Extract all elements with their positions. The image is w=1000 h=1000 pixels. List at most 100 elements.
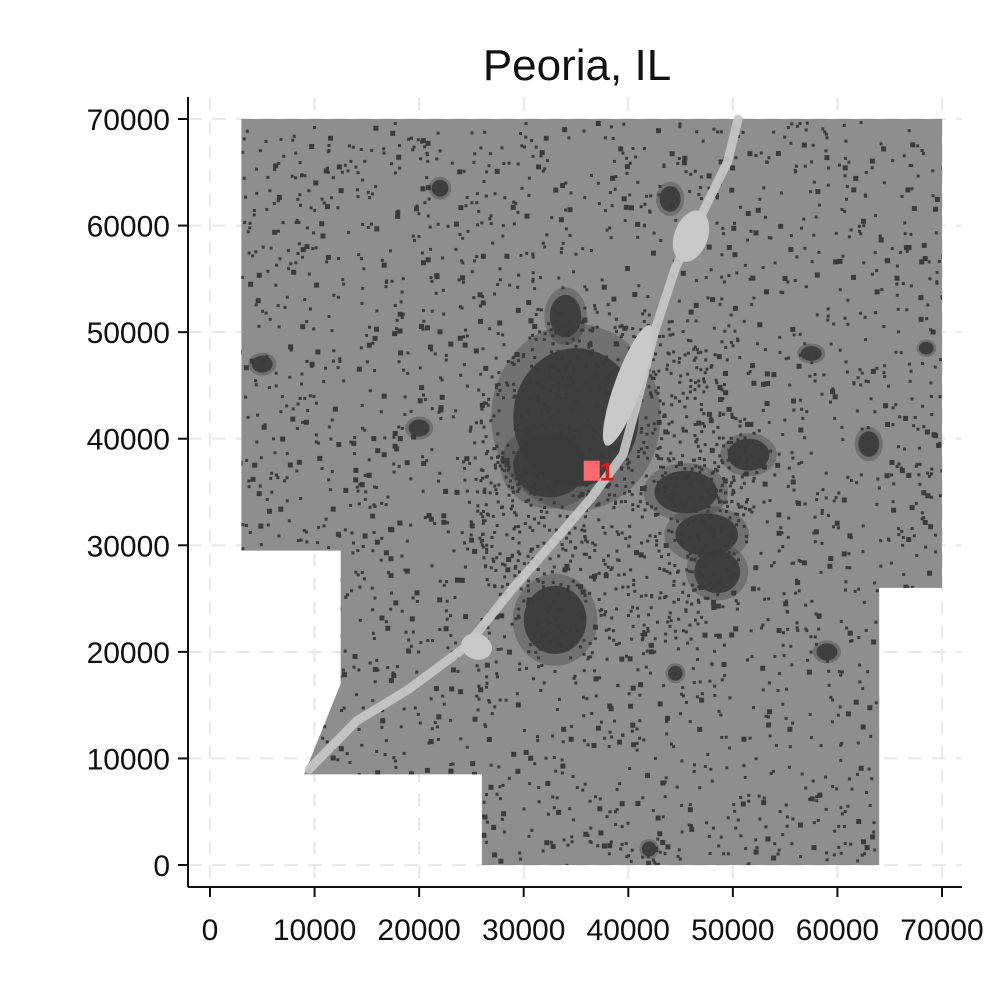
development-pixel xyxy=(882,181,886,185)
development-pixel xyxy=(891,159,895,163)
development-pixel xyxy=(800,460,804,464)
development-pixel xyxy=(266,175,270,179)
development-pixel xyxy=(419,157,423,161)
development-pixel xyxy=(309,361,315,367)
urban-cluster xyxy=(675,513,739,556)
development-pixel xyxy=(539,509,543,513)
development-pixel xyxy=(637,614,640,618)
development-pixel xyxy=(704,620,708,624)
development-pixel xyxy=(374,226,380,232)
development-pixel xyxy=(519,587,523,591)
development-pixel xyxy=(486,737,492,742)
development-pixel xyxy=(385,279,389,283)
development-pixel xyxy=(495,556,499,560)
development-pixel xyxy=(724,735,728,739)
development-pixel xyxy=(892,675,896,679)
development-pixel xyxy=(553,436,557,440)
development-pixel xyxy=(585,493,589,497)
development-pixel xyxy=(418,366,422,370)
development-pixel xyxy=(500,585,504,589)
development-pixel xyxy=(591,541,595,545)
development-pixel xyxy=(672,583,676,587)
development-pixel xyxy=(544,840,550,846)
development-pixel xyxy=(451,667,456,673)
development-pixel xyxy=(588,328,592,332)
development-pixel xyxy=(631,147,635,150)
development-pixel xyxy=(641,312,645,316)
development-pixel xyxy=(661,815,665,819)
development-pixel xyxy=(618,146,624,152)
development-pixel xyxy=(284,599,288,603)
development-pixel xyxy=(670,403,674,407)
development-pixel xyxy=(464,328,468,332)
development-pixel xyxy=(511,356,515,360)
development-pixel xyxy=(688,390,692,394)
development-pixel xyxy=(455,858,459,862)
development-pixel xyxy=(870,272,874,276)
development-pixel xyxy=(489,419,493,423)
development-pixel xyxy=(816,613,822,619)
development-pixel xyxy=(487,397,491,401)
development-pixel xyxy=(895,855,899,859)
development-pixel xyxy=(557,421,560,425)
development-pixel xyxy=(860,724,866,730)
development-pixel xyxy=(248,221,252,225)
development-pixel xyxy=(539,150,545,156)
development-pixel xyxy=(416,138,420,142)
development-pixel xyxy=(831,698,835,702)
development-pixel xyxy=(743,450,747,454)
development-pixel xyxy=(425,459,429,463)
development-pixel xyxy=(905,308,909,312)
development-pixel xyxy=(767,709,773,715)
x-tick-label: 30000 xyxy=(482,914,565,947)
development-pixel xyxy=(880,807,884,811)
development-pixel xyxy=(727,448,731,452)
development-pixel xyxy=(542,516,546,520)
development-pixel xyxy=(746,863,750,865)
development-pixel xyxy=(615,808,619,812)
development-pixel xyxy=(420,186,426,192)
development-pixel xyxy=(741,736,747,742)
development-pixel xyxy=(570,643,574,647)
development-pixel xyxy=(639,205,643,209)
development-pixel xyxy=(498,858,504,864)
development-pixel xyxy=(560,763,566,769)
development-pixel xyxy=(776,689,780,693)
development-pixel xyxy=(450,161,454,165)
development-pixel xyxy=(615,607,618,611)
development-pixel xyxy=(472,772,477,777)
development-pixel xyxy=(498,464,502,468)
development-pixel xyxy=(783,135,787,139)
development-pixel xyxy=(671,500,675,504)
development-pixel xyxy=(667,327,671,331)
development-pixel xyxy=(824,132,828,136)
development-pixel xyxy=(593,304,597,308)
development-pixel xyxy=(528,525,532,529)
development-pixel xyxy=(565,863,569,865)
development-pixel xyxy=(625,171,629,175)
development-pixel xyxy=(805,410,809,414)
development-pixel xyxy=(578,584,584,590)
development-pixel xyxy=(658,445,662,449)
development-pixel xyxy=(394,765,398,769)
development-pixel xyxy=(861,218,866,224)
development-pixel xyxy=(849,842,853,846)
development-pixel xyxy=(714,378,718,382)
development-pixel xyxy=(767,715,770,719)
development-pixel xyxy=(409,771,414,777)
development-pixel xyxy=(244,523,248,527)
development-pixel xyxy=(844,139,848,143)
development-pixel xyxy=(810,736,813,740)
development-pixel xyxy=(214,538,217,541)
development-pixel xyxy=(324,592,330,598)
development-pixel xyxy=(698,680,702,684)
development-pixel xyxy=(680,270,686,276)
development-pixel xyxy=(393,171,397,175)
development-pixel xyxy=(720,459,724,462)
development-pixel xyxy=(300,247,306,253)
development-pixel xyxy=(682,582,686,586)
development-pixel xyxy=(676,647,680,651)
development-pixel xyxy=(513,427,517,431)
development-pixel xyxy=(241,600,244,605)
development-pixel xyxy=(870,777,874,781)
